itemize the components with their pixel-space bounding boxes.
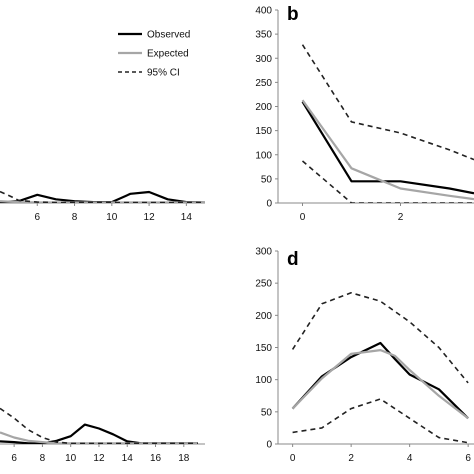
x-tick-label: 8 bbox=[72, 212, 78, 223]
series-line-expected bbox=[291, 349, 469, 420]
y-tick-label: 300 bbox=[255, 247, 272, 258]
series-line-observed bbox=[0, 190, 205, 203]
series-line-ci bbox=[292, 398, 469, 444]
x-tick-label: 4 bbox=[407, 453, 413, 464]
panel-b: 0 2 0 50 100 150 200 250 300 350 400 b bbox=[255, 4, 474, 223]
y-tick-label: 0 bbox=[266, 440, 272, 451]
series-line-ci bbox=[0, 407, 198, 444]
series-line-expected bbox=[301, 99, 474, 201]
panel-label: b bbox=[287, 4, 299, 25]
y-tick-label: 150 bbox=[255, 343, 272, 354]
y-tick-label: 100 bbox=[255, 375, 272, 386]
x-tick-label: 8 bbox=[40, 453, 46, 464]
y-tick-label: 50 bbox=[261, 174, 273, 185]
legend-label-observed: Observed bbox=[147, 30, 190, 41]
x-tick-label: 16 bbox=[150, 453, 162, 464]
legend-label-ci: 95% CI bbox=[147, 68, 180, 79]
panel-d: 0 2 4 6 0 50 100 150 200 250 300 d bbox=[255, 247, 474, 464]
x-tick-label: 12 bbox=[93, 453, 105, 464]
x-tick-label: 2 bbox=[348, 453, 354, 464]
legend: Observed Expected 95% CI bbox=[118, 30, 190, 79]
series-line-ci bbox=[301, 44, 474, 161]
series-line-expected bbox=[0, 431, 198, 444]
y-tick-label: 100 bbox=[255, 150, 272, 161]
y-tick-label: 400 bbox=[255, 6, 272, 17]
x-tick-label: 0 bbox=[300, 212, 306, 223]
y-tick-label: 150 bbox=[255, 126, 272, 137]
series-line-ci bbox=[291, 291, 469, 384]
x-tick-label: 6 bbox=[34, 212, 40, 223]
x-tick-label: 0 bbox=[290, 453, 296, 464]
panel-a: 6 8 10 12 14 bbox=[0, 190, 205, 223]
x-tick-label: 10 bbox=[65, 453, 77, 464]
x-tick-label: 6 bbox=[11, 453, 17, 464]
x-tick-label: 14 bbox=[122, 453, 134, 464]
y-tick-label: 50 bbox=[261, 407, 273, 418]
panel-c: 6 8 10 12 14 16 18 bbox=[0, 407, 205, 464]
x-tick-label: 6 bbox=[465, 453, 471, 464]
legend-label-expected: Expected bbox=[147, 49, 189, 60]
y-tick-label: 200 bbox=[255, 311, 272, 322]
series-line-observed bbox=[301, 101, 474, 195]
series-line-ci bbox=[0, 190, 205, 203]
x-tick-label: 2 bbox=[398, 212, 404, 223]
y-tick-label: 0 bbox=[266, 199, 272, 210]
y-tick-label: 250 bbox=[255, 78, 272, 89]
x-tick-label: 10 bbox=[106, 212, 118, 223]
y-tick-label: 250 bbox=[255, 279, 272, 290]
x-tick-label: 18 bbox=[178, 453, 190, 464]
y-tick-label: 200 bbox=[255, 102, 272, 113]
x-tick-label: 12 bbox=[144, 212, 156, 223]
y-tick-label: 300 bbox=[255, 54, 272, 65]
x-tick-label: 14 bbox=[181, 212, 193, 223]
panel-label: d bbox=[287, 249, 299, 270]
y-tick-label: 350 bbox=[255, 30, 272, 41]
